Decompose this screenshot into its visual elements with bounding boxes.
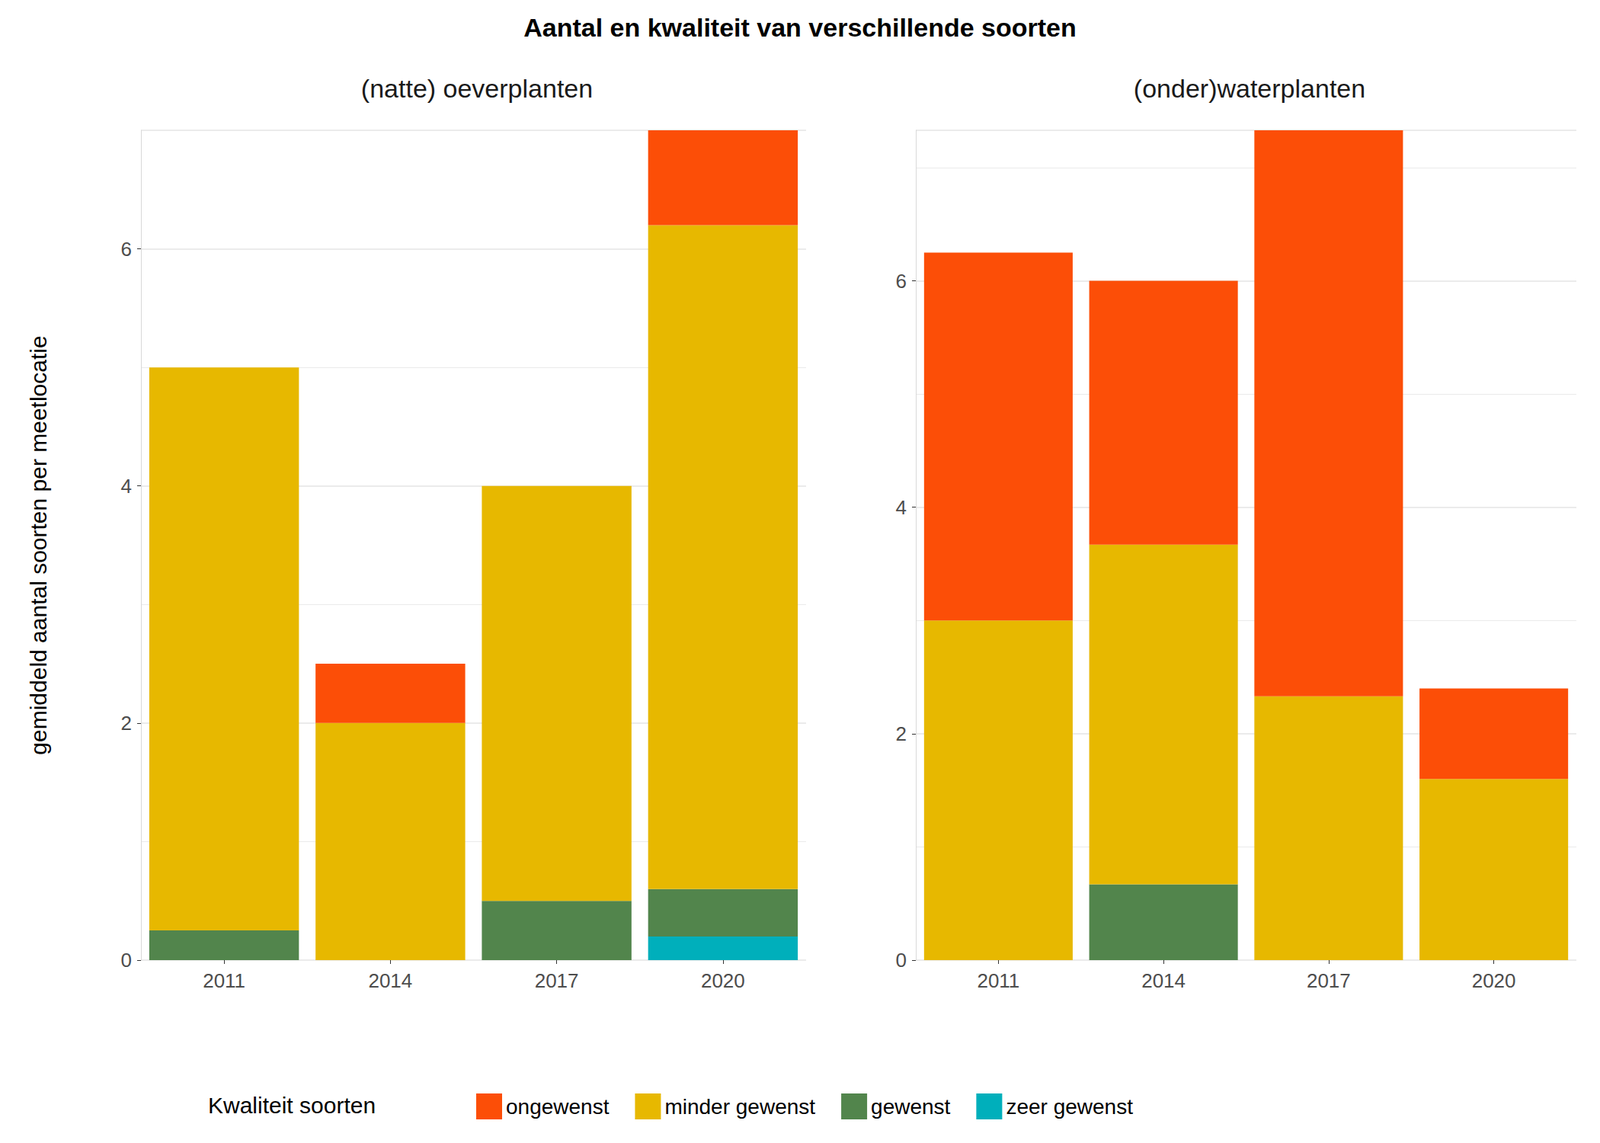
svg-text:2011: 2011: [976, 969, 1020, 992]
svg-text:4: 4: [896, 496, 907, 519]
svg-text:ongewenst: ongewenst: [505, 1094, 610, 1119]
svg-text:zeer gewenst: zeer gewenst: [1005, 1094, 1133, 1119]
svg-text:2017: 2017: [534, 969, 580, 992]
svg-text:2014: 2014: [1141, 969, 1186, 992]
svg-text:Aantal en kwaliteit van versch: Aantal en kwaliteit van verschillende so…: [523, 12, 1077, 42]
svg-text:2014: 2014: [368, 969, 413, 992]
svg-text:gemiddeld aantal soorten per m: gemiddeld aantal soorten per meetlocatie: [25, 335, 52, 755]
svg-text:0: 0: [121, 948, 132, 972]
svg-text:(onder)waterplanten: (onder)waterplanten: [1133, 73, 1366, 103]
svg-text:2020: 2020: [1472, 969, 1517, 992]
svg-text:0: 0: [896, 948, 907, 972]
svg-text:4: 4: [121, 474, 132, 498]
svg-text:6: 6: [896, 269, 907, 293]
svg-text:2011: 2011: [202, 969, 246, 992]
svg-text:6: 6: [121, 237, 132, 261]
svg-text:gewenst: gewenst: [870, 1094, 951, 1119]
svg-text:2020: 2020: [700, 969, 746, 992]
svg-text:minder gewenst: minder gewenst: [664, 1094, 816, 1119]
svg-text:Kwaliteit soorten: Kwaliteit soorten: [208, 1092, 376, 1118]
svg-text:(natte) oeverplanten: (natte) oeverplanten: [361, 73, 593, 103]
svg-text:2: 2: [121, 711, 132, 735]
svg-text:2: 2: [896, 722, 907, 746]
svg-text:2017: 2017: [1306, 969, 1351, 992]
